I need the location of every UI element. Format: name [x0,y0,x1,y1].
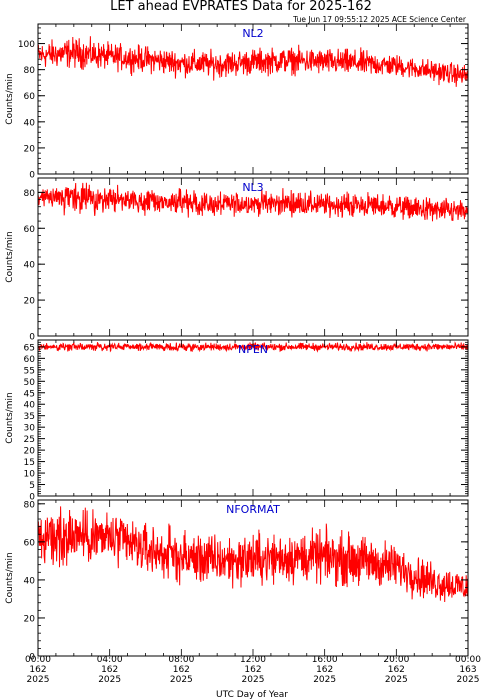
series-label: NPEN [238,343,268,356]
y-tick-label: 65 [24,343,35,353]
panel-nformat: 0 20 40 60 80 NFORMAT Counts/min [5,499,469,663]
series-label: NL2 [242,27,263,40]
y-tick-label: 15 [24,458,35,468]
y-axis-title: Counts/min [5,231,15,282]
svg-text:162: 162 [316,665,333,675]
y-axis-title: Counts/min [5,552,15,603]
y-tick-label: 60 [24,92,36,102]
y-tick-label: 20 [24,447,36,457]
y-axis-title: Counts/min [5,73,15,124]
y-tick-label: 20 [24,144,36,154]
svg-text:2025: 2025 [242,675,265,685]
svg-text:162: 162 [388,665,405,675]
svg-text:2025: 2025 [98,675,121,685]
svg-text:162: 162 [244,665,261,675]
chart-title: LET ahead EVPRATES Data for 2025-162 [110,0,372,14]
y-tick-label: 20 [24,614,36,624]
y-tick-label: 30 [24,424,36,434]
svg-text:2025: 2025 [27,675,50,685]
series-line-nl3 [38,182,468,222]
y-tick-label: 35 [24,412,35,422]
y-tick-label: 60 [24,538,36,548]
svg-text:2025: 2025 [457,675,480,685]
x-axis-title: UTC Day of Year [216,690,288,700]
chart-timestamp: Tue Jun 17 09:55:12 2025 ACE Science Cen… [292,15,467,24]
y-tick-label: 100 [18,40,35,50]
svg-text:2025: 2025 [170,675,193,685]
svg-text:162: 162 [29,665,46,675]
series-label: NFORMAT [226,503,280,516]
y-tick-label: 80 [24,500,36,510]
series-line-nl2 [38,36,468,87]
y-axis-title: Counts/min [5,392,15,443]
y-tick-label: 25 [24,435,35,445]
svg-text:08:00: 08:00 [168,655,194,665]
plot-frame [37,339,469,497]
y-tick-label: 40 [24,576,36,586]
svg-text:162: 162 [101,665,118,675]
svg-text:163: 163 [459,665,476,675]
y-tick-label: 60 [24,355,36,365]
y-tick-label: 0 [29,653,35,663]
y-tick-label: 0 [29,493,35,503]
y-tick-label: 40 [24,261,36,271]
y-tick-label: 45 [24,389,35,399]
panel-nl2: 0 20 40 60 80 100 NL2 Counts/min [5,23,469,181]
svg-text:16:00: 16:00 [312,655,338,665]
y-tick-label: 50 [24,378,36,388]
y-tick-label: 40 [24,401,36,411]
svg-text:2025: 2025 [385,675,408,685]
y-tick-label: 10 [24,470,36,480]
svg-text:00:00: 00:00 [455,655,481,665]
y-tick-label: 80 [24,66,36,76]
y-tick-label: 0 [29,171,35,181]
svg-text:04:00: 04:00 [97,655,123,665]
series-label: NL3 [242,181,263,194]
y-tick-label: 40 [24,118,36,128]
plot-frame [37,23,469,175]
svg-text:2025: 2025 [313,675,336,685]
svg-text:00:00: 00:00 [25,655,51,665]
y-tick-label: 55 [24,366,35,376]
y-tick-label: 20 [24,297,36,307]
y-tick-label: 80 [24,189,36,199]
y-tick-label: 60 [24,225,36,235]
svg-text:20:00: 20:00 [383,655,409,665]
y-tick-label: 0 [29,333,35,343]
y-tick-label: 5 [29,481,35,491]
svg-text:162: 162 [173,665,190,675]
svg-text:12:00: 12:00 [240,655,266,665]
panel-nl3: 0 20 40 60 80 NL3 Counts/min [5,177,469,343]
series-line-nformat [38,506,468,603]
